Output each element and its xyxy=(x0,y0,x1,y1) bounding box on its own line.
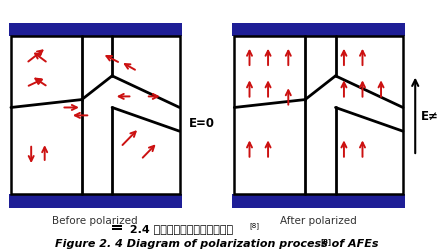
Bar xyxy=(112,225,117,228)
Text: E≠0: E≠0 xyxy=(420,109,438,122)
Bar xyxy=(232,24,405,37)
Text: Figure 2. 4 Diagram of polarization process of AFEs: Figure 2. 4 Diagram of polarization proc… xyxy=(55,238,383,248)
Bar xyxy=(234,37,403,195)
Text: E=0: E=0 xyxy=(189,117,215,130)
Text: [8]: [8] xyxy=(250,221,260,228)
Bar xyxy=(117,225,122,228)
Text: After polarized: After polarized xyxy=(280,215,357,225)
Bar xyxy=(232,195,405,208)
Text: 2.4 反铁电体的极化过程示意图: 2.4 反铁电体的极化过程示意图 xyxy=(126,223,233,233)
Text: Before polarized: Before polarized xyxy=(53,215,138,225)
Bar xyxy=(11,37,180,195)
Bar xyxy=(9,24,182,37)
Bar xyxy=(112,228,117,231)
Text: [8]: [8] xyxy=(321,237,332,244)
Bar xyxy=(117,228,122,231)
Bar xyxy=(9,195,182,208)
